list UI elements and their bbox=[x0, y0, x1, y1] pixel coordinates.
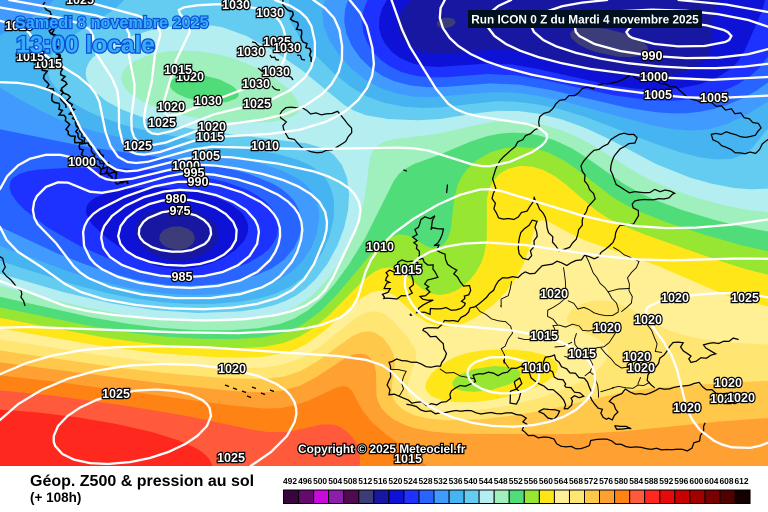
svg-text:580: 580 bbox=[614, 476, 628, 486]
svg-text:1020: 1020 bbox=[198, 120, 226, 134]
svg-text:528: 528 bbox=[419, 476, 433, 486]
svg-text:600: 600 bbox=[689, 476, 703, 486]
svg-text:1020: 1020 bbox=[727, 391, 755, 405]
svg-text:1020: 1020 bbox=[661, 291, 689, 305]
svg-text:1025: 1025 bbox=[66, 0, 94, 7]
svg-text:1030: 1030 bbox=[273, 41, 301, 55]
svg-text:1020: 1020 bbox=[157, 100, 185, 114]
svg-text:1030: 1030 bbox=[194, 94, 222, 108]
svg-text:1015: 1015 bbox=[34, 57, 62, 71]
svg-text:572: 572 bbox=[584, 476, 598, 486]
svg-text:1020: 1020 bbox=[176, 70, 204, 84]
svg-text:(+ 108h): (+ 108h) bbox=[30, 490, 81, 505]
svg-text:1000: 1000 bbox=[172, 159, 200, 173]
svg-text:492: 492 bbox=[283, 476, 297, 486]
svg-text:1025: 1025 bbox=[731, 291, 759, 305]
svg-text:524: 524 bbox=[403, 476, 417, 486]
svg-text:1030: 1030 bbox=[256, 6, 284, 20]
svg-text:1015: 1015 bbox=[568, 347, 596, 361]
svg-text:604: 604 bbox=[704, 476, 718, 486]
svg-text:1020: 1020 bbox=[593, 321, 621, 335]
svg-text:1020: 1020 bbox=[714, 376, 742, 390]
svg-text:540: 540 bbox=[464, 476, 478, 486]
svg-text:1015: 1015 bbox=[164, 63, 192, 77]
svg-text:564: 564 bbox=[554, 476, 568, 486]
svg-text:1025: 1025 bbox=[124, 139, 152, 153]
svg-text:544: 544 bbox=[479, 476, 493, 486]
svg-text:556: 556 bbox=[524, 476, 538, 486]
svg-text:Géop. Z500 & pression au sol: Géop. Z500 & pression au sol bbox=[30, 473, 254, 490]
svg-text:13:00 locale: 13:00 locale bbox=[16, 32, 155, 59]
svg-text:1030: 1030 bbox=[262, 65, 290, 79]
svg-text:532: 532 bbox=[434, 476, 448, 486]
svg-text:496: 496 bbox=[298, 476, 312, 486]
svg-text:Copyright © 2025 Meteociel.fr: Copyright © 2025 Meteociel.fr bbox=[298, 442, 466, 456]
svg-text:1025: 1025 bbox=[263, 35, 291, 49]
svg-text:548: 548 bbox=[494, 476, 508, 486]
svg-text:1005: 1005 bbox=[192, 149, 220, 163]
svg-text:608: 608 bbox=[720, 476, 734, 486]
svg-text:504: 504 bbox=[328, 476, 342, 486]
svg-text:990: 990 bbox=[641, 49, 662, 63]
svg-text:1020: 1020 bbox=[623, 350, 651, 364]
svg-text:1010: 1010 bbox=[366, 240, 394, 254]
svg-text:1015: 1015 bbox=[394, 452, 422, 466]
svg-text:1025: 1025 bbox=[102, 387, 130, 401]
svg-text:584: 584 bbox=[629, 476, 643, 486]
svg-text:1020: 1020 bbox=[673, 401, 701, 415]
svg-text:1025: 1025 bbox=[217, 451, 245, 465]
svg-text:512: 512 bbox=[358, 476, 372, 486]
svg-text:520: 520 bbox=[388, 476, 402, 486]
svg-text:990: 990 bbox=[187, 175, 208, 189]
svg-text:980: 980 bbox=[165, 192, 186, 206]
svg-text:1020: 1020 bbox=[627, 361, 655, 375]
svg-text:995: 995 bbox=[183, 166, 204, 180]
svg-text:1015: 1015 bbox=[196, 130, 224, 144]
svg-text:1020: 1020 bbox=[540, 287, 568, 301]
svg-text:568: 568 bbox=[569, 476, 583, 486]
svg-text:560: 560 bbox=[539, 476, 553, 486]
svg-text:1010: 1010 bbox=[522, 361, 550, 375]
svg-text:1015: 1015 bbox=[394, 263, 422, 277]
svg-text:612: 612 bbox=[735, 476, 749, 486]
svg-text:1020: 1020 bbox=[218, 362, 246, 376]
svg-text:500: 500 bbox=[313, 476, 327, 486]
svg-text:1020: 1020 bbox=[710, 392, 738, 406]
svg-text:1005: 1005 bbox=[644, 88, 672, 102]
svg-text:1000: 1000 bbox=[68, 155, 96, 169]
svg-text:1025: 1025 bbox=[148, 116, 176, 130]
svg-text:536: 536 bbox=[449, 476, 463, 486]
svg-text:552: 552 bbox=[509, 476, 523, 486]
svg-text:1020: 1020 bbox=[673, 401, 701, 415]
svg-text:1015: 1015 bbox=[530, 329, 558, 343]
svg-text:1025: 1025 bbox=[243, 97, 271, 111]
svg-text:1010: 1010 bbox=[5, 19, 33, 33]
svg-text:592: 592 bbox=[659, 476, 673, 486]
svg-text:508: 508 bbox=[343, 476, 357, 486]
svg-text:1005: 1005 bbox=[700, 91, 728, 105]
svg-text:1030: 1030 bbox=[222, 0, 250, 12]
svg-text:1020: 1020 bbox=[634, 313, 662, 327]
svg-text:1015: 1015 bbox=[16, 50, 44, 64]
svg-text:1010: 1010 bbox=[251, 139, 279, 153]
svg-text:576: 576 bbox=[599, 476, 613, 486]
svg-text:975: 975 bbox=[169, 204, 190, 218]
svg-text:1000: 1000 bbox=[640, 70, 668, 84]
svg-text:516: 516 bbox=[373, 476, 387, 486]
svg-text:985: 985 bbox=[171, 270, 192, 284]
svg-text:588: 588 bbox=[644, 476, 658, 486]
svg-text:1030: 1030 bbox=[237, 45, 265, 59]
svg-text:Samedi 8 novembre 2025: Samedi 8 novembre 2025 bbox=[15, 14, 208, 32]
svg-text:1030: 1030 bbox=[242, 77, 270, 91]
svg-text:596: 596 bbox=[674, 476, 688, 486]
svg-text:1030: 1030 bbox=[222, 0, 250, 12]
svg-text:Run ICON 0 Z du Mardi 4 novemb: Run ICON 0 Z du Mardi 4 novembre 2025 bbox=[471, 13, 699, 27]
